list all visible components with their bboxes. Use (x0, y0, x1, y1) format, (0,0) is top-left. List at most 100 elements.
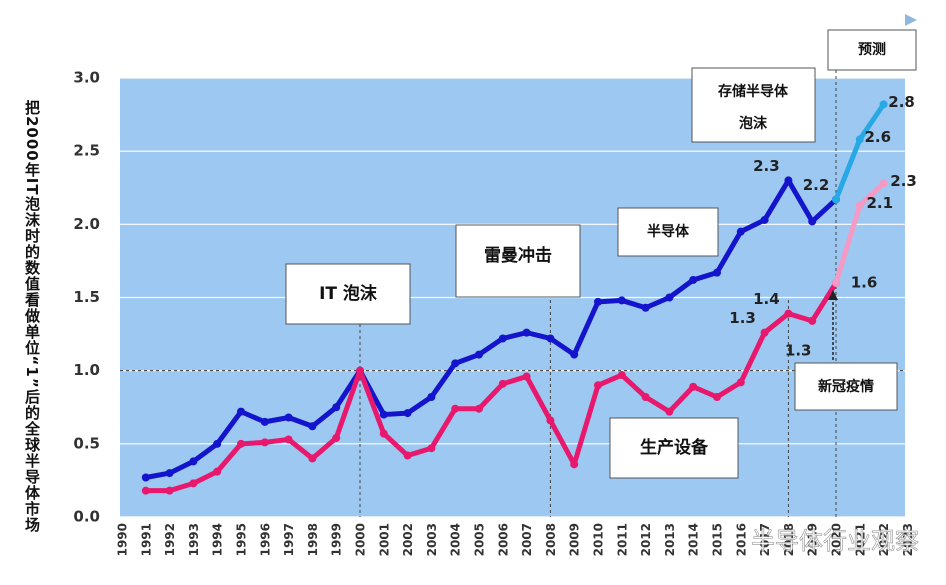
annotation: 雷曼冲击 (484, 245, 552, 266)
y-tick-label: 2.0 (73, 215, 100, 233)
point (165, 469, 174, 478)
x-tick-label: 1996 (258, 523, 272, 556)
watermark: 半导体行业观察 (751, 527, 919, 555)
x-tick-label: 2014 (687, 523, 701, 556)
point (855, 201, 864, 210)
x-tick-label: 1995 (235, 523, 249, 556)
x-tick-label: 2004 (449, 523, 463, 556)
point (832, 195, 840, 204)
x-tick-label: 2003 (425, 523, 439, 556)
point (522, 372, 531, 381)
point (451, 359, 460, 368)
annotation: 半导体 (647, 223, 690, 240)
data-label: 2.6 (865, 128, 892, 146)
data-label: 1.3 (785, 341, 812, 359)
arrow-head (828, 290, 838, 300)
point (498, 334, 507, 343)
annotation-box (285, 263, 411, 325)
point (736, 227, 745, 236)
x-tick-label: 2000 (354, 523, 368, 556)
point (665, 407, 674, 416)
series-line (145, 177, 838, 480)
point (332, 403, 341, 412)
y-tick-label: 3.0 (73, 69, 100, 87)
y-tick-label: 0.5 (73, 434, 100, 452)
point (617, 371, 626, 380)
point (475, 350, 483, 359)
x-tick-label: 2012 (639, 523, 653, 556)
point (594, 381, 602, 390)
x-tick-label: 2015 (711, 523, 725, 556)
x-tick-label: 1992 (163, 523, 177, 556)
point (641, 393, 650, 402)
x-tick-label: 1991 (139, 523, 153, 556)
point (403, 451, 412, 460)
x-tick-label: 2016 (734, 523, 748, 556)
x-tick-label: 1997 (282, 523, 296, 556)
point (260, 438, 269, 447)
data-label: 1.6 (851, 273, 878, 291)
point (879, 100, 888, 109)
x-tick-label: 1998 (306, 523, 320, 556)
x-tick-label: 2006 (496, 523, 510, 556)
annotation: IT 泡沫 (319, 283, 378, 304)
point (760, 328, 769, 337)
arrow (905, 14, 917, 26)
point (617, 296, 626, 305)
point (594, 297, 602, 306)
x-tick-label: 1990 (116, 523, 130, 556)
x-tick-label: 2001 (377, 523, 391, 556)
data-label: 1.3 (729, 309, 756, 327)
x-tick-label: 2020 (830, 523, 844, 556)
annotation: 泡沫 (739, 115, 768, 132)
x-tick-label: 2013 (663, 523, 677, 556)
point (237, 407, 245, 416)
x-tick-label: 1994 (211, 523, 225, 556)
point (451, 404, 460, 413)
point (879, 179, 888, 188)
data-label: 2.8 (888, 93, 915, 111)
data-label: 2.2 (803, 176, 830, 194)
x-tick-label: 2009 (568, 523, 582, 556)
point (808, 217, 817, 226)
y-axis-title: 把2000年IT泡沫时的数值看做单位“1”后的全球半导体市场 (23, 100, 41, 533)
annotation-box (827, 29, 917, 71)
x-tick-label: 1999 (330, 523, 344, 556)
point (427, 444, 436, 453)
point (570, 350, 579, 359)
point (665, 293, 674, 302)
point (308, 454, 317, 463)
point (760, 215, 769, 224)
x-tick-label: 2017 (758, 523, 772, 556)
point (784, 309, 793, 318)
point (808, 316, 817, 325)
point (713, 268, 721, 277)
data-label: 2.3 (753, 157, 780, 175)
point (641, 303, 650, 312)
point (403, 409, 412, 418)
x-tick-label: 2002 (401, 523, 415, 556)
annotation-box (794, 362, 898, 411)
point (213, 439, 222, 448)
point (356, 366, 364, 375)
x-tick-label: 2018 (782, 523, 796, 556)
y-tick-label: 2.5 (73, 142, 100, 160)
y-tick-label: 0.0 (73, 508, 100, 526)
point (522, 328, 531, 337)
point (332, 433, 341, 442)
point (689, 382, 698, 391)
data-label: 1.4 (753, 290, 780, 308)
annotation-box (455, 224, 581, 298)
point (498, 379, 507, 388)
point (308, 422, 317, 431)
point (475, 404, 483, 413)
point (237, 439, 245, 448)
x-tick-label: 2019 (806, 523, 820, 556)
annotation: 存储半导体 (718, 83, 789, 100)
point (189, 457, 198, 466)
x-tick-label: 2005 (473, 523, 487, 556)
x-tick-label: 2010 (592, 523, 606, 556)
annotation-box (609, 417, 739, 479)
